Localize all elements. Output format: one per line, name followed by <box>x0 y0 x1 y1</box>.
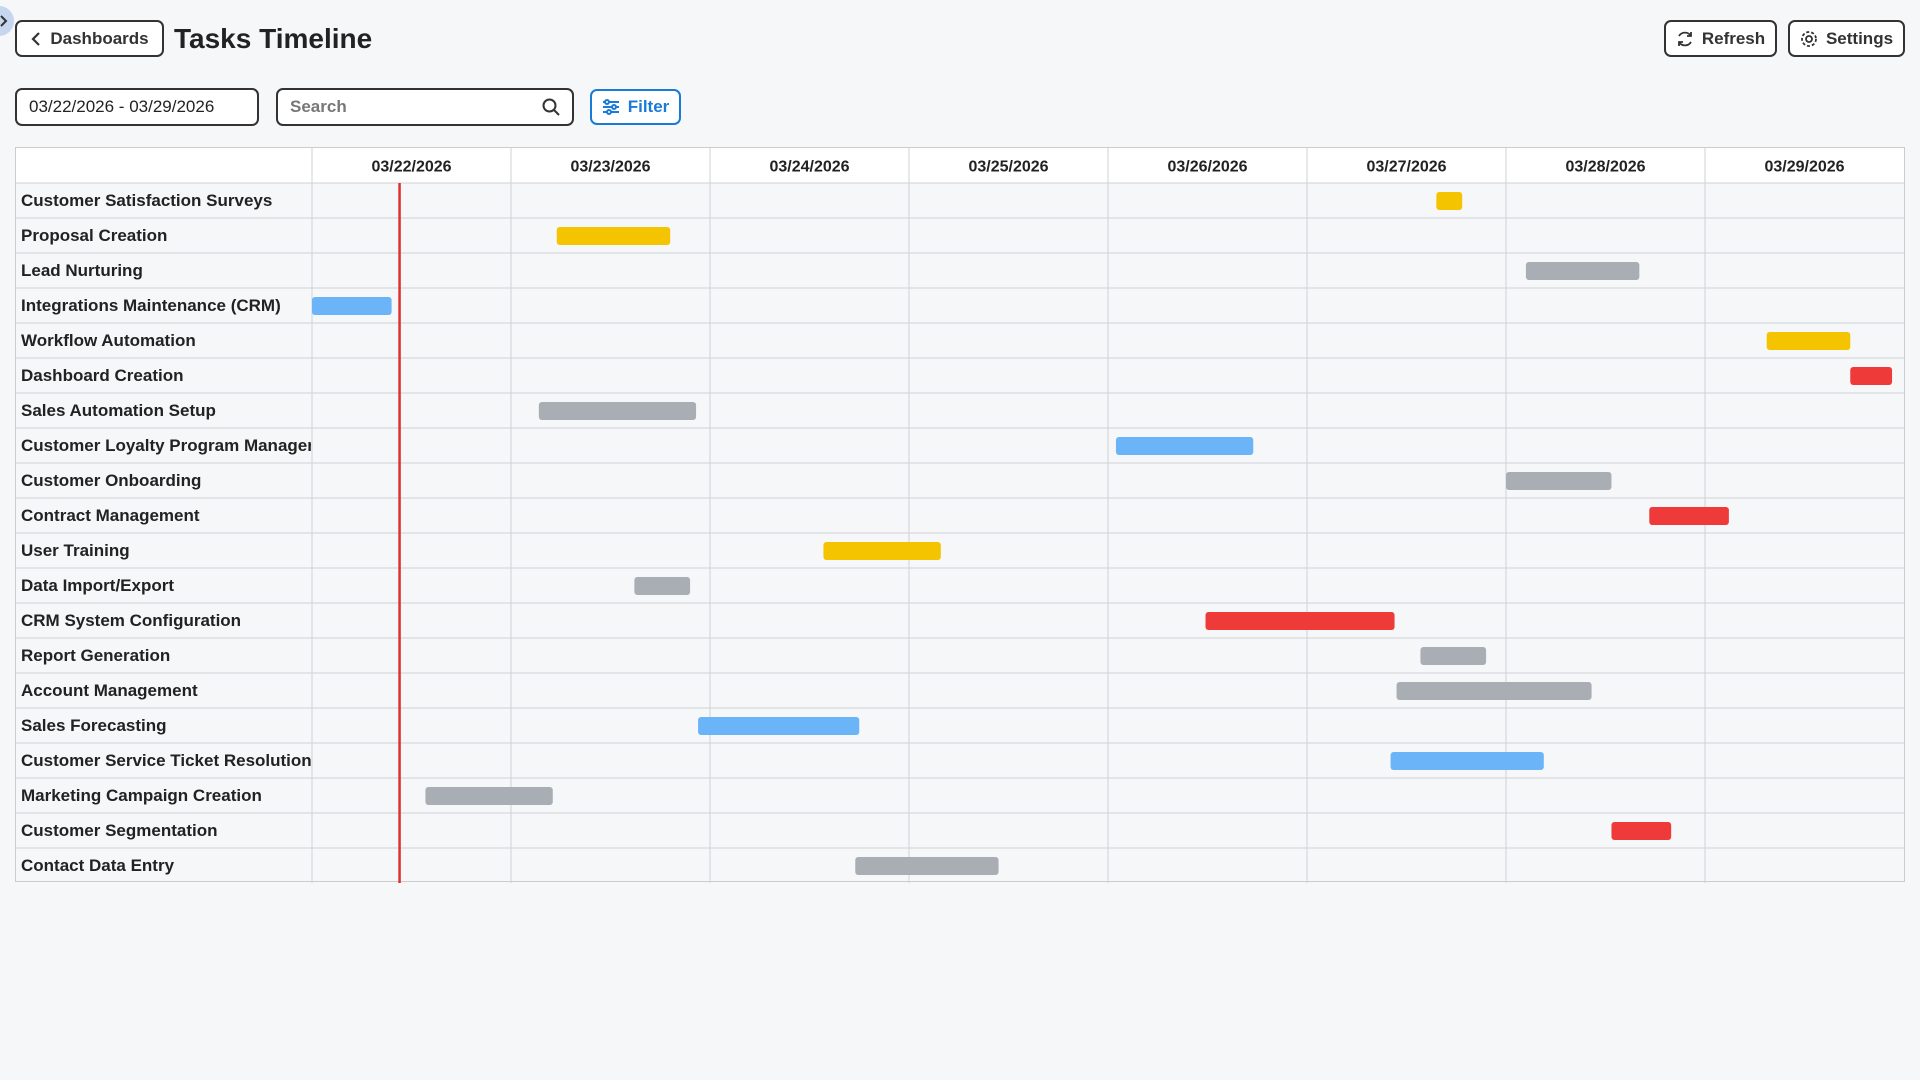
column-header: 03/28/2026 <box>1565 159 1645 176</box>
task-name: Customer Onboarding <box>21 471 202 490</box>
task-bar <box>1115 437 1254 455</box>
task-bar <box>1850 367 1893 385</box>
task-name: Contact Data Entry <box>21 856 175 875</box>
back-button[interactable]: Dashboards <box>15 20 164 57</box>
timeline-grid: 03/22/2026 03/23/2026 03/24/2026 03/25/2026… <box>15 147 1905 883</box>
task-name: Data Import/Export <box>21 576 175 595</box>
task-bar <box>1649 507 1729 525</box>
task-name: Workflow Automation <box>21 331 196 350</box>
task-name: Dashboard Creation <box>21 366 184 385</box>
task-bar <box>823 542 941 560</box>
column-header: 03/22/2026 <box>371 159 451 176</box>
task-name: Proposal Creation <box>21 226 168 245</box>
task-bar <box>1205 612 1395 630</box>
back-label: Dashboards <box>50 28 149 48</box>
task-bar <box>538 402 697 420</box>
column-header: 03/23/2026 <box>570 159 650 176</box>
task-bar <box>855 857 999 875</box>
task-name: Customer Service Ticket Resolution <box>21 751 311 770</box>
column-header: 03/25/2026 <box>968 159 1048 176</box>
task-bar <box>1436 192 1463 210</box>
date-range-value: 03/22/2026 - 03/29/2026 <box>29 97 215 116</box>
task-name: Customer Segmentation <box>21 821 218 840</box>
task-bar <box>1506 472 1612 490</box>
task-name: User Training <box>21 541 130 560</box>
task-bar <box>1525 262 1640 280</box>
chevron-icon <box>0 15 8 27</box>
task-name: Integrations Maintenance (CRM) <box>21 296 281 315</box>
task-bar <box>1766 332 1851 350</box>
task-name: Customer Loyalty Program Management <box>21 436 311 455</box>
task-bar <box>425 787 553 805</box>
task-bar <box>312 297 392 315</box>
back-icon <box>31 31 41 46</box>
task-name: CRM System Configuration <box>21 611 242 630</box>
task-name: Report Generation <box>21 646 171 665</box>
task-name: Sales Forecasting <box>21 716 167 735</box>
filter-label: Filter <box>627 97 670 116</box>
column-header: 03/24/2026 <box>769 159 849 176</box>
refresh-button[interactable]: Refresh <box>1664 20 1777 57</box>
task-bar <box>556 227 671 245</box>
date-range-input[interactable]: 03/22/2026 - 03/29/2026 <box>15 88 259 126</box>
task-bar <box>1396 682 1592 700</box>
task-name: Marketing Campaign Creation <box>21 786 262 805</box>
task-name: Contract Management <box>21 506 200 525</box>
task-name: Customer Satisfaction Surveys <box>21 191 273 210</box>
task-bar <box>634 577 691 595</box>
task-bar <box>1611 822 1672 840</box>
task-name: Lead Nurturing <box>21 261 143 280</box>
settings-label: Settings <box>1825 28 1894 48</box>
task-bar <box>698 717 860 735</box>
timeline-canvas: 03/22/2026 03/23/2026 03/24/2026 03/25/2026… <box>16 148 1904 883</box>
refresh-label: Refresh <box>1701 28 1766 48</box>
settings-icon <box>1801 30 1817 47</box>
search-icon <box>542 98 560 116</box>
search-placeholder: Search <box>290 97 347 116</box>
header-row <box>16 148 1904 183</box>
filter-icon <box>602 99 619 115</box>
task-bar <box>1390 752 1544 770</box>
filter-button[interactable]: Filter <box>590 89 681 125</box>
column-header: 03/26/2026 <box>1167 159 1247 176</box>
task-name: Account Management <box>21 681 198 700</box>
column-header: 03/29/2026 <box>1764 159 1844 176</box>
sidebar-toggle[interactable] <box>0 6 14 36</box>
refresh-icon <box>1677 31 1692 46</box>
task-name: Sales Automation Setup <box>21 401 216 420</box>
page-title: Tasks Timeline <box>174 23 373 54</box>
settings-button[interactable]: Settings <box>1788 20 1905 57</box>
search-input[interactable]: Search <box>276 88 574 126</box>
task-bar <box>1420 647 1487 665</box>
column-header: 03/27/2026 <box>1366 159 1446 176</box>
